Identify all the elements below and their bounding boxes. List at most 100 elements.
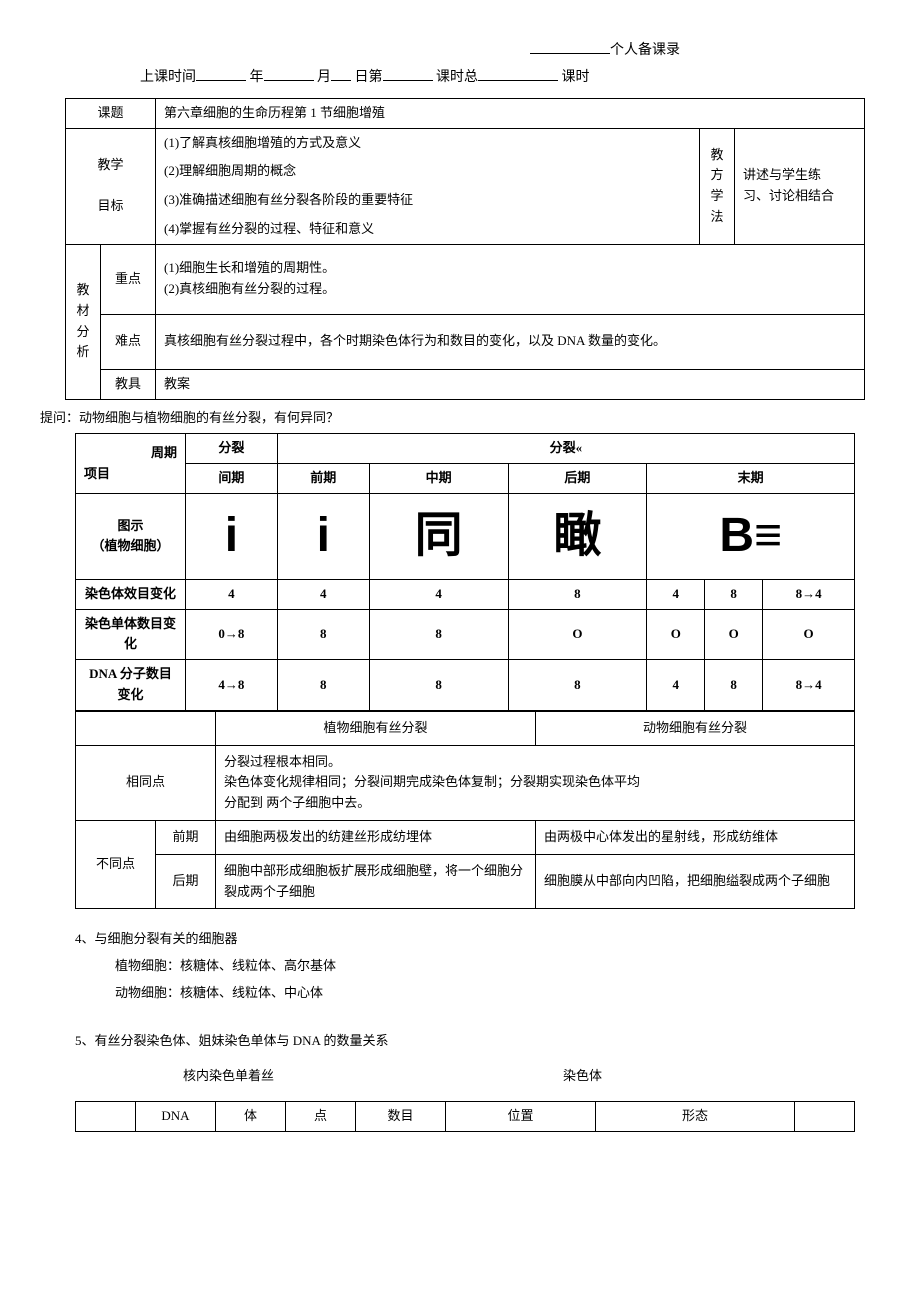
animal-organelles: 动物细胞：核糖体、线粒体、中心体 xyxy=(75,983,880,1004)
diagram-label: 图示 （植物细胞） xyxy=(76,493,186,579)
tool-value: 教案 xyxy=(156,369,865,399)
form-header: 形态 xyxy=(596,1102,795,1132)
topic-value: 第六章细胞的生命历程第 1 节细胞增殖 xyxy=(156,98,865,128)
cell: 4→8 xyxy=(186,660,278,711)
dna-header: DNA xyxy=(136,1102,216,1132)
table-row: 教具 教案 xyxy=(66,369,865,399)
count-header: 数目 xyxy=(356,1102,446,1132)
plant-organelles: 植物细胞：核糖体、线粒体、高尔基体 xyxy=(75,956,880,977)
point-header: 点 xyxy=(286,1102,356,1132)
cell: 8 xyxy=(705,660,763,711)
cell: 0→8 xyxy=(186,609,278,660)
cell: O xyxy=(763,609,855,660)
table-row: 课题 第六章细胞的生命历程第 1 节细胞增殖 xyxy=(66,98,865,128)
cell: 8 xyxy=(277,660,369,711)
cell: 8 xyxy=(508,579,647,609)
cell: O xyxy=(647,609,705,660)
table-row: DNA 体 点 数目 位置 形态 xyxy=(76,1102,855,1132)
lesson-info-table: 课题 第六章细胞的生命历程第 1 节细胞增殖 教学 目标 (1)了解真核细胞增殖… xyxy=(65,98,865,400)
cell: 4 xyxy=(369,579,508,609)
plant-telophase: 细胞中部形成细胞板扩展形成细胞壁，将一个细胞分裂成两个子细胞 xyxy=(216,854,536,909)
same-text: 分裂过程根本相同。 染色体变化规律相同；分裂间期完成染色体复制；分裂期实现染色体… xyxy=(216,745,855,820)
table-row: 植物细胞有丝分裂 动物细胞有丝分裂 xyxy=(76,711,855,745)
objective-3: (3)准确描述细胞有丝分裂各阶段的重要特征 xyxy=(156,186,700,215)
table-row: 染色单体数目变化 0→8 8 8 O O O O xyxy=(76,609,855,660)
objective-4: (4)掌握有丝分裂的过程、特征和意义 xyxy=(156,215,700,244)
cell: 4 xyxy=(647,579,705,609)
keypoint-value: (1)细胞生长和增殖的周期性。 (2)真核细胞有丝分裂的过程。 xyxy=(156,244,865,314)
cell: 4 xyxy=(186,579,278,609)
objective-1: (1)了解真核细胞增殖的方式及意义 xyxy=(156,128,700,157)
table-row: 图示 （植物细胞） i i 同 瞰 B≡ xyxy=(76,493,855,579)
cell: 8 xyxy=(705,579,763,609)
chromosome-label: 染色体效目变化 xyxy=(76,579,186,609)
table-row: 后期 细胞中部形成细胞板扩展形成细胞壁，将一个细胞分裂成两个子细胞 细胞膜从中部… xyxy=(76,854,855,909)
telophase-diff-label: 后期 xyxy=(156,854,216,909)
table-row: 相同点 分裂过程根本相同。 染色体变化规律相同；分裂间期完成染色体复制；分裂期实… xyxy=(76,745,855,820)
table-row: 核内染色单着丝 染色体 xyxy=(75,1061,855,1091)
table-row: 难点 真核细胞有丝分裂过程中，各个时期染色体行为和数目的变化，以及 DNA 数量… xyxy=(66,314,865,369)
dna-label: DNA 分子数目变化 xyxy=(76,660,186,711)
interphase-header: 间期 xyxy=(186,464,278,494)
table-row: DNA 分子数目变化 4→8 8 8 8 4 8 8→4 xyxy=(76,660,855,711)
difficulty-value: 真核细胞有丝分裂过程中，各个时期染色体行为和数目的变化，以及 DNA 数量的变化… xyxy=(156,314,865,369)
diagram-cell-5: B≡ xyxy=(647,493,855,579)
inner-label: 核内染色单着丝 xyxy=(175,1061,355,1091)
class-time-line: 上课时间 年 月 日第 课时总 课时 xyxy=(40,67,880,89)
diagram-cell-1: i xyxy=(186,493,278,579)
section-5-title: 5、有丝分裂染色体、姐妹染色单体与 DNA 的数量关系 xyxy=(75,1031,880,1052)
prophase-header: 前期 xyxy=(277,464,369,494)
prophase-diff-label: 前期 xyxy=(156,820,216,854)
body-section: 4、与细胞分裂有关的细胞器 植物细胞：核糖体、线粒体、高尔基体 动物细胞：核糖体… xyxy=(75,929,880,1051)
teaching-target-label: 教学 目标 xyxy=(66,128,156,244)
diagram-cell-3: 同 xyxy=(369,493,508,579)
cell: 4 xyxy=(647,660,705,711)
cell: O xyxy=(705,609,763,660)
division-phase-header: 分裂« xyxy=(277,434,854,464)
diagram-cell-4: 瞰 xyxy=(508,493,647,579)
division-header: 分裂 xyxy=(186,434,278,464)
material-analysis-label: 教材分析 xyxy=(66,244,101,399)
table-row: 不同点 前期 由细胞两极发出的纺建丝形成纺埋体 由两极中心体发出的星射线，形成纺… xyxy=(76,820,855,854)
objective-2: (2)理解细胞周期的概念 xyxy=(156,157,700,186)
item-header: 周期 项目 xyxy=(76,434,186,494)
cell: O xyxy=(508,609,647,660)
plant-header: 植物细胞有丝分裂 xyxy=(216,711,536,745)
pos-header: 位置 xyxy=(446,1102,596,1132)
animal-prophase: 由两极中心体发出的星射线，形成纺维体 xyxy=(536,820,855,854)
animal-header: 动物细胞有丝分裂 xyxy=(536,711,855,745)
body-header: 体 xyxy=(216,1102,286,1132)
table-row: 间期 前期 中期 后期 末期 xyxy=(76,464,855,494)
compare-table: 植物细胞有丝分裂 动物细胞有丝分裂 相同点 分裂过程根本相同。 染色体变化规律相… xyxy=(75,711,855,910)
cell: 8 xyxy=(369,660,508,711)
question-text: 提问：动物细胞与植物细胞的有丝分裂，有何异同？ xyxy=(40,408,880,429)
animal-telophase: 细胞膜从中部向内凹陷，把细胞缢裂成两个子细胞 xyxy=(536,854,855,909)
relation-labels: 核内染色单着丝 染色体 xyxy=(75,1061,855,1091)
cell: 4 xyxy=(277,579,369,609)
table-row: 染色体效目变化 4 4 4 8 4 8 8→4 xyxy=(76,579,855,609)
keypoint-label: 重点 xyxy=(101,244,156,314)
personal-record-label: 个人备课录 xyxy=(40,40,880,62)
method-label: 教方 学法 xyxy=(700,128,735,244)
phase-table: 周期 项目 分裂 分裂« 间期 前期 中期 后期 末期 图示 （植物细胞） i … xyxy=(75,433,855,710)
table-row: 教学 目标 (1)了解真核细胞增殖的方式及意义 教方 学法 讲述与学生练 习、讨… xyxy=(66,128,865,157)
cell: 8 xyxy=(508,660,647,711)
metaphase-header: 中期 xyxy=(369,464,508,494)
telophase-header: 末期 xyxy=(647,464,855,494)
table-row: 周期 项目 分裂 分裂« xyxy=(76,434,855,464)
chromatid-label: 染色单体数目变化 xyxy=(76,609,186,660)
cell: 8 xyxy=(277,609,369,660)
relation-table: DNA 体 点 数目 位置 形态 xyxy=(75,1101,855,1132)
diff-label: 不同点 xyxy=(76,820,156,908)
method-value: 讲述与学生练 习、讨论相结合 xyxy=(735,128,865,244)
section-4-title: 4、与细胞分裂有关的细胞器 xyxy=(75,929,880,950)
same-label: 相同点 xyxy=(76,745,216,820)
topic-label: 课题 xyxy=(66,98,156,128)
difficulty-label: 难点 xyxy=(101,314,156,369)
cell: 8→4 xyxy=(763,579,855,609)
cell: 8 xyxy=(369,609,508,660)
diagram-cell-2: i xyxy=(277,493,369,579)
tool-label: 教具 xyxy=(101,369,156,399)
chromo-label: 染色体 xyxy=(555,1061,855,1091)
table-row: 教材分析 重点 (1)细胞生长和增殖的周期性。 (2)真核细胞有丝分裂的过程。 xyxy=(66,244,865,314)
